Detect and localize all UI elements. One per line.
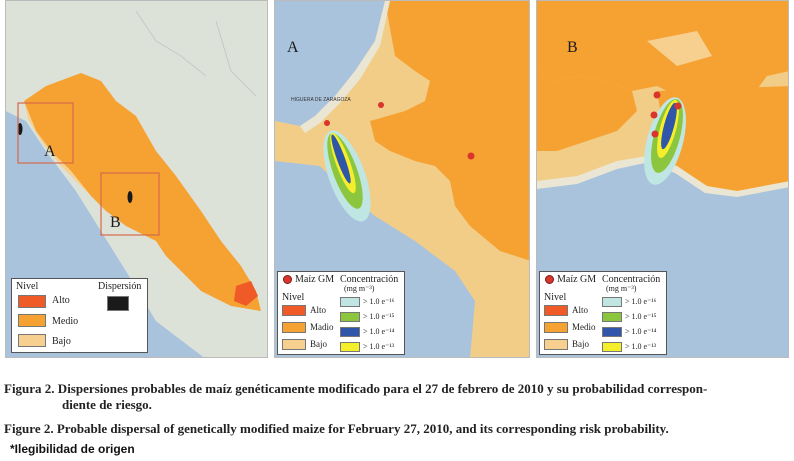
bajo-zone: [647, 31, 712, 66]
medio-label: Medio: [52, 316, 79, 327]
illegibility-note: *Ilegibilidad de origen: [10, 442, 135, 456]
conc14-swatch: [602, 327, 622, 337]
bajo-label: Bajo: [572, 339, 589, 349]
conc16-label: > 1.0 e⁻¹⁶: [363, 297, 395, 306]
gm-label: Maíz GM: [295, 274, 335, 285]
alto-swatch: [282, 305, 306, 316]
legend-b: Maíz GM Concentración (mg m⁻³) Nivel Alt…: [539, 271, 667, 355]
medio-zone: [657, 86, 788, 196]
gm-maize-dot: [653, 91, 661, 99]
conc15-swatch: [340, 312, 360, 322]
gm-maize-dot: [651, 130, 659, 138]
conc13-swatch: [340, 342, 360, 352]
medio-swatch: [282, 322, 306, 333]
bajo-label: Bajo: [52, 336, 71, 347]
panel-letter-b: B: [567, 39, 578, 56]
alto-swatch: [544, 305, 568, 316]
gm-dot-icon: [283, 275, 292, 284]
caption-spanish: Figura 2. Dispersiones probables de maíz…: [4, 381, 790, 413]
medio-zone: [537, 71, 637, 151]
caption-spanish-line2: diente de riesgo.: [62, 397, 152, 412]
conc-units: (mg m⁻³): [606, 284, 637, 293]
road: [215, 20, 257, 97]
legend-a: Maíz GM Concentración (mg m⁻³) Nivel Alt…: [277, 271, 405, 355]
conc16-swatch: [340, 297, 360, 307]
bajo-label: Bajo: [310, 339, 327, 349]
conc15-label: > 1.0 e⁻¹⁵: [363, 312, 395, 321]
caption-english: Figure 2. Probable dispersal of genetica…: [4, 421, 669, 436]
conc15-swatch: [602, 312, 622, 322]
conc14-swatch: [340, 327, 360, 337]
conc16-swatch: [602, 297, 622, 307]
zoom-map-b-panel: B Maíz GM Concentración (mg m⁻³) Nivel A…: [536, 0, 789, 358]
legend-title: Nivel: [16, 281, 39, 292]
medio-label: Madio: [310, 322, 334, 332]
medio-swatch: [544, 322, 568, 333]
alto-label: Alto: [572, 305, 589, 315]
medio-risk-region: [24, 73, 261, 311]
gm-maize-dot: [674, 102, 682, 110]
dispersion-title: Dispersión: [98, 281, 142, 292]
risk-legend: Nivel Dispersión Alto Medio Bajo: [11, 278, 148, 353]
nivel-title: Nivel: [544, 292, 567, 303]
conc-title: Concentración: [602, 274, 661, 285]
conc14-label: > 1.0 e⁻¹⁴: [625, 327, 657, 336]
alto-label: Alto: [310, 305, 327, 315]
dispersion-mark-b: [127, 191, 133, 203]
conc15-label: > 1.0 e⁻¹⁵: [625, 312, 657, 321]
caption-spanish-line1: Figura 2. Dispersiones probables de maíz…: [4, 381, 708, 396]
bajo-swatch: [544, 339, 568, 350]
medio-swatch: [18, 314, 46, 327]
gulf-water: [275, 1, 385, 126]
conc14-label: > 1.0 e⁻¹⁴: [363, 327, 395, 336]
gm-maize-dot: [467, 152, 475, 160]
gm-maize-dot: [378, 102, 384, 108]
dispersion-plume-b: [644, 97, 686, 185]
place-label: HIGUERA DE ZARAGOZA: [291, 97, 351, 103]
gm-maize-dot: [324, 120, 330, 126]
alto-swatch: [18, 295, 46, 308]
dispersion-mark-a: [17, 123, 23, 135]
inset-box-a: [17, 102, 74, 164]
panel-letter-a: A: [287, 39, 299, 56]
zoom-map-a-panel: A HIGUERA DE ZARAGOZA Maíz GM Concentrac…: [274, 0, 530, 358]
bajo-swatch: [282, 339, 306, 350]
dispersion-plume-a: [323, 130, 371, 222]
conc13-label: > 1.0 e⁻¹³: [363, 342, 395, 351]
conc13-label: > 1.0 e⁻¹³: [625, 342, 657, 351]
alto-label: Alto: [52, 295, 70, 306]
inset-label-b: B: [110, 214, 121, 231]
alto-risk-patch: [234, 281, 258, 306]
inset-label-a: A: [44, 143, 56, 160]
conc16-label: > 1.0 e⁻¹⁶: [625, 297, 657, 306]
overview-map-panel: A B Nivel Dispersión Alto Medio Bajo: [5, 0, 268, 358]
dispersion-swatch: [107, 296, 129, 311]
inset-box-b: [100, 172, 160, 236]
conc13-swatch: [602, 342, 622, 352]
road: [135, 10, 207, 77]
zoom-map-b: [537, 1, 788, 357]
bajo-swatch: [18, 334, 46, 347]
conc-title: Concentración: [340, 274, 399, 285]
gm-label: Maíz GM: [557, 274, 597, 285]
nivel-title: Nivel: [282, 292, 305, 303]
gm-maize-dot: [650, 111, 658, 119]
gm-dot-icon: [545, 275, 554, 284]
medio-zone: [450, 171, 529, 261]
medio-label: Medio: [572, 322, 596, 332]
medio-zone: [420, 116, 457, 151]
conc-units: (mg m⁻³): [344, 284, 375, 293]
